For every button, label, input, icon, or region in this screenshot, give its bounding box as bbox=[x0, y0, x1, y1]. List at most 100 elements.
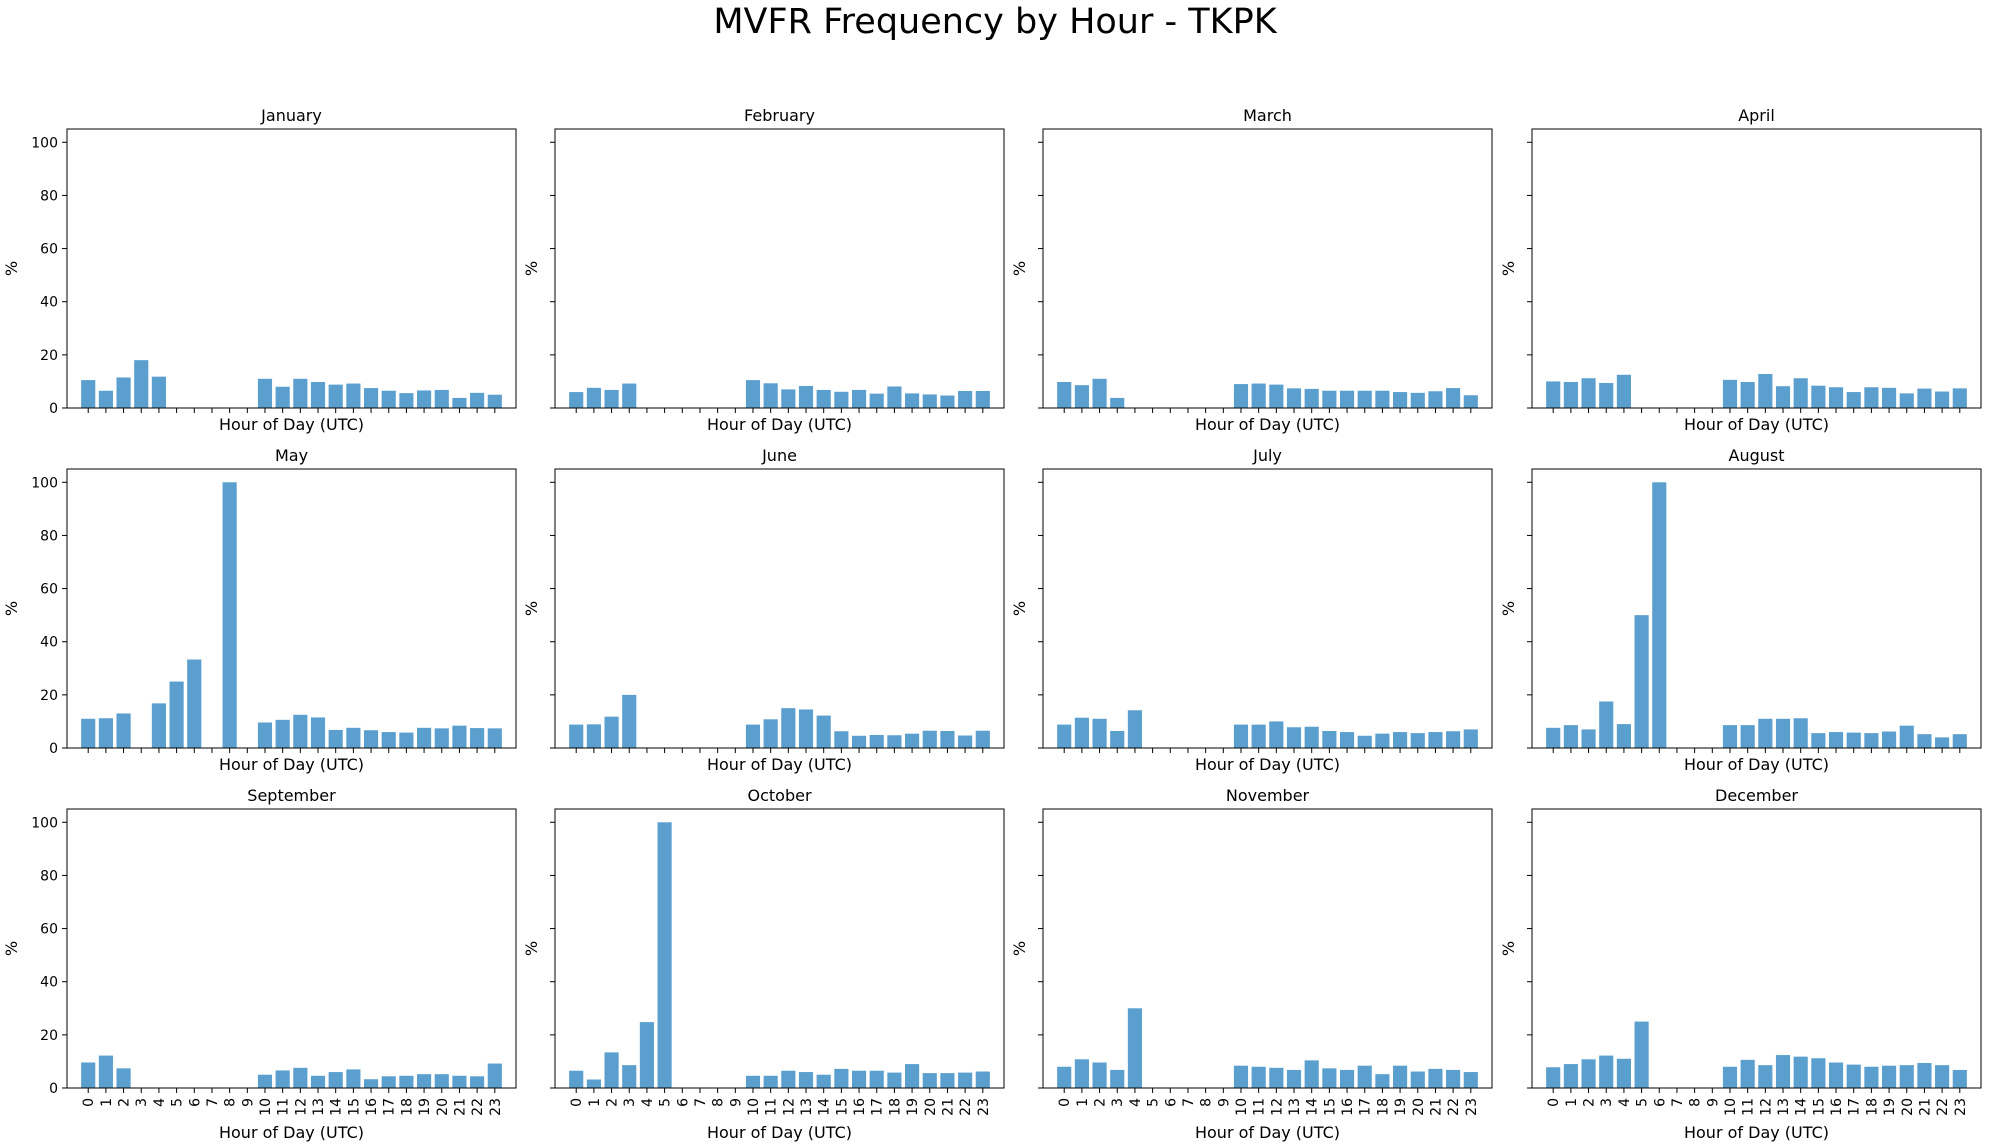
axes-frame bbox=[66, 468, 517, 749]
bar-april-hour-15 bbox=[1811, 385, 1826, 408]
bar-august-hour-17 bbox=[1846, 732, 1861, 748]
bar-september-hour-12 bbox=[293, 1067, 308, 1088]
x-tick-label: 19 bbox=[1882, 1098, 1898, 1116]
x-tick-label: 17 bbox=[1358, 1098, 1374, 1116]
x-tick-label: 23 bbox=[1464, 1098, 1480, 1116]
y-tick-label: 40 bbox=[40, 635, 58, 651]
x-tick-label: 21 bbox=[1428, 1098, 1444, 1116]
bar-december-hour-16 bbox=[1828, 1062, 1844, 1088]
x-axis-label: Hour of Day (UTC) bbox=[1684, 1123, 1829, 1142]
x-tick-label: 0 bbox=[81, 1098, 97, 1107]
x-tick-label: 4 bbox=[152, 1098, 168, 1107]
bar-april-hour-19 bbox=[1882, 387, 1897, 408]
bar-october-hour-10 bbox=[745, 1075, 761, 1088]
y-axis-label: % bbox=[2, 601, 21, 616]
subplot-title: December bbox=[1715, 786, 1798, 805]
subplot-title: September bbox=[247, 786, 336, 805]
x-tick-label: 7 bbox=[1670, 1098, 1686, 1107]
x-tick-label: 14 bbox=[817, 1098, 833, 1116]
x-tick-label: 7 bbox=[693, 1098, 709, 1107]
bar-november-hour-14 bbox=[1304, 1060, 1319, 1088]
bar-september-hour-2 bbox=[116, 1068, 131, 1088]
subplot-title: November bbox=[1226, 786, 1310, 805]
bar-november-hour-2 bbox=[1092, 1062, 1107, 1088]
bar-january-hour-11 bbox=[275, 386, 290, 408]
bar-february-hour-20 bbox=[922, 394, 937, 408]
bar-july-hour-20 bbox=[1410, 733, 1425, 748]
bar-october-hour-12 bbox=[781, 1070, 796, 1088]
bar-may-hour-1 bbox=[98, 718, 113, 748]
bar-december-hour-11 bbox=[1740, 1059, 1755, 1088]
bar-january-hour-1 bbox=[98, 390, 113, 408]
bar-march-hour-20 bbox=[1410, 392, 1425, 408]
x-tick-label: 20 bbox=[923, 1098, 939, 1116]
x-tick-label: 22 bbox=[1935, 1098, 1951, 1116]
bar-june-hour-0 bbox=[569, 724, 584, 748]
bar-july-hour-14 bbox=[1304, 726, 1319, 748]
x-tick-label: 8 bbox=[223, 1098, 239, 1107]
y-tick-label: 40 bbox=[40, 295, 58, 311]
bar-april-hour-11 bbox=[1740, 381, 1755, 408]
bar-october-hour-3 bbox=[622, 1065, 637, 1088]
bar-july-hour-18 bbox=[1375, 733, 1390, 748]
bar-may-hour-4 bbox=[151, 703, 166, 748]
bar-february-hour-10 bbox=[745, 380, 761, 408]
bar-december-hour-22 bbox=[1935, 1065, 1950, 1088]
bar-november-hour-22 bbox=[1446, 1069, 1461, 1088]
y-tick-label: 100 bbox=[31, 475, 58, 491]
x-axis-label: Hour of Day (UTC) bbox=[1195, 415, 1340, 434]
bar-july-hour-12 bbox=[1269, 721, 1284, 748]
bar-january-hour-16 bbox=[363, 388, 379, 408]
bar-may-hour-13 bbox=[310, 717, 326, 748]
x-tick-label: 19 bbox=[905, 1098, 921, 1116]
x-tick-label: 6 bbox=[1163, 1098, 1179, 1107]
bar-november-hour-0 bbox=[1057, 1066, 1072, 1088]
bar-may-hour-23 bbox=[487, 728, 502, 748]
bar-august-hour-20 bbox=[1899, 725, 1914, 748]
bar-september-hour-19 bbox=[417, 1074, 432, 1088]
x-axis-label: Hour of Day (UTC) bbox=[707, 1123, 852, 1142]
y-axis-label: % bbox=[1499, 941, 1518, 956]
x-tick-label: 12 bbox=[781, 1098, 797, 1116]
bar-may-hour-15 bbox=[346, 727, 361, 748]
x-tick-label: 2 bbox=[1093, 1098, 1109, 1107]
bar-december-hour-15 bbox=[1811, 1058, 1826, 1088]
subplot-title: October bbox=[747, 786, 811, 805]
x-tick-label: 13 bbox=[1776, 1098, 1792, 1116]
x-tick-label: 23 bbox=[976, 1098, 992, 1116]
x-tick-label: 12 bbox=[1269, 1098, 1285, 1116]
x-tick-label: 1 bbox=[587, 1098, 603, 1107]
x-tick-label: 10 bbox=[1723, 1098, 1739, 1116]
bar-september-hour-21 bbox=[452, 1075, 467, 1088]
bar-february-hour-0 bbox=[569, 392, 584, 408]
x-tick-label: 19 bbox=[1393, 1098, 1409, 1116]
bar-august-hour-13 bbox=[1775, 718, 1791, 748]
y-tick-label: 40 bbox=[40, 975, 58, 991]
bar-july-hour-17 bbox=[1357, 735, 1372, 748]
y-tick-label: 100 bbox=[31, 815, 58, 831]
x-tick-label: 5 bbox=[1635, 1098, 1651, 1107]
bar-march-hour-10 bbox=[1233, 384, 1249, 408]
bar-january-hour-14 bbox=[328, 384, 343, 408]
bar-march-hour-19 bbox=[1393, 392, 1408, 408]
x-tick-label: 1 bbox=[1564, 1098, 1580, 1107]
bar-february-hour-19 bbox=[905, 393, 920, 408]
subplot-title: July bbox=[1252, 446, 1282, 465]
x-tick-label: 1 bbox=[1075, 1098, 1091, 1107]
x-tick-label: 13 bbox=[799, 1098, 815, 1116]
bar-july-hour-15 bbox=[1322, 730, 1337, 748]
x-tick-label: 1 bbox=[99, 1098, 115, 1107]
x-tick-label: 15 bbox=[1322, 1098, 1338, 1116]
bar-december-hour-12 bbox=[1758, 1065, 1773, 1088]
bar-october-hour-13 bbox=[798, 1072, 814, 1088]
bar-february-hour-16 bbox=[851, 389, 867, 408]
bar-april-hour-22 bbox=[1935, 391, 1950, 408]
y-axis-label: % bbox=[522, 941, 541, 956]
bar-january-hour-15 bbox=[346, 383, 361, 408]
bar-august-hour-4 bbox=[1616, 724, 1631, 748]
x-tick-label: 11 bbox=[276, 1098, 292, 1116]
bar-february-hour-17 bbox=[869, 393, 884, 408]
bar-march-hour-12 bbox=[1269, 384, 1284, 408]
